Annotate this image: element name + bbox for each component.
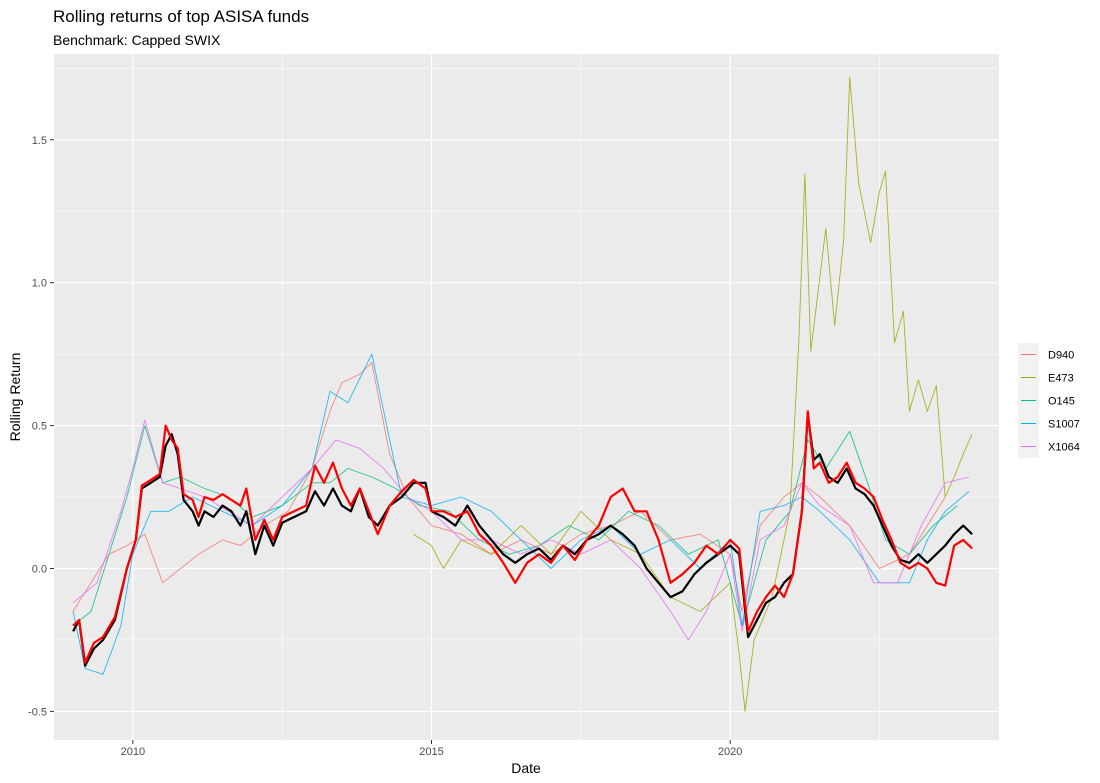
series-line-d940 — [72, 362, 946, 612]
x-tick-label: 2015 — [419, 746, 443, 758]
legend-label-s1007: S1007 — [1048, 419, 1080, 431]
minor-gridlines — [54, 54, 999, 740]
y-tick-label: 0.5 — [32, 421, 47, 433]
x-tick-label: 2020 — [718, 746, 742, 758]
y-tick-label: 1.5 — [32, 135, 47, 147]
series-line-black — [72, 413, 973, 667]
series-line-x1064 — [72, 419, 970, 641]
x-axis-title: Date — [511, 760, 541, 776]
legend-label-x1064: X1064 — [1048, 442, 1080, 454]
y-tick-label: 0.0 — [32, 564, 47, 576]
legend-label-e473: E473 — [1048, 373, 1074, 385]
legend-label-o145: O145 — [1048, 396, 1075, 408]
legend: D940 E473 O145 S1007 X1064 — [1018, 343, 1080, 458]
chart-title: Rolling returns of top ASISA funds — [53, 7, 310, 26]
x-tick-label: 2010 — [121, 746, 145, 758]
legend-label-d940: D940 — [1048, 350, 1074, 362]
y-tick-label: 1.0 — [32, 278, 47, 290]
series-lines — [72, 76, 973, 712]
chart-subtitle: Benchmark: Capped SWIX — [53, 32, 221, 48]
series-line-red — [72, 410, 973, 664]
series-line-e473 — [413, 76, 973, 712]
axis-ticks: 2010 2015 2020 -0.5 0.0 0.5 1.0 1.5 — [28, 135, 742, 758]
series-line-s1007 — [72, 353, 970, 675]
plot-panel — [54, 54, 999, 740]
major-gridlines — [54, 54, 999, 740]
y-axis-title: Rolling Return — [7, 353, 23, 442]
y-tick-label: -0.5 — [28, 706, 47, 718]
